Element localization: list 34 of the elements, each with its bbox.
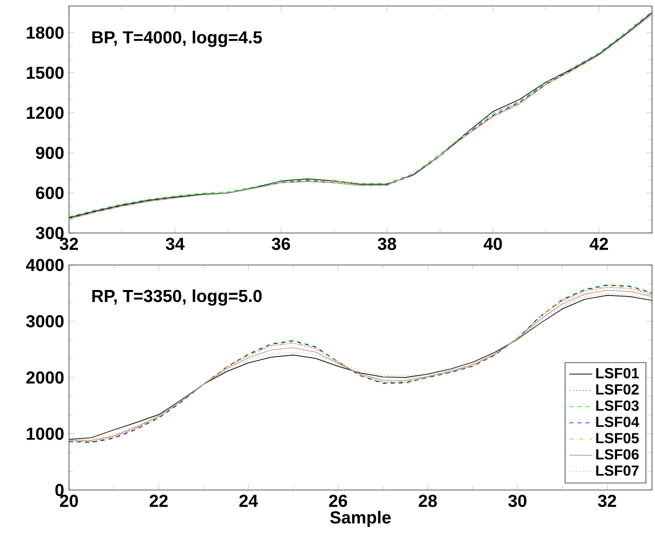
x-axis-title: Sample [330, 510, 391, 527]
y-tick-label: 0 [55, 484, 64, 496]
y-tick-label: 4000 [26, 258, 64, 272]
y-tick-label: 900 [36, 146, 64, 160]
y-tick-label: 3000 [26, 315, 64, 328]
x-tick-label: 24 [239, 494, 258, 507]
text: RP, T=3350, logg=5.0 [92, 289, 262, 306]
legend-label: LSF07 [596, 465, 639, 476]
x-tick-label: 32 [598, 494, 616, 508]
x-tick-label: 36 [272, 238, 290, 250]
y-tick-label: 600 [36, 186, 64, 200]
legend-label: LSF05 [596, 432, 639, 444]
x-tick-label: 42 [590, 238, 608, 250]
text: BP, T=4000, logg=4.5 [92, 30, 262, 47]
x-tick-label: 32 [60, 238, 78, 250]
x-tick-label: 28 [418, 494, 437, 507]
x-tick-label: 38 [378, 238, 396, 250]
y-tick-label: 1000 [26, 428, 64, 440]
y-tick-label: 1200 [26, 106, 64, 119]
y-tick-label: 1500 [26, 66, 64, 79]
y-tick-label: 300 [36, 226, 64, 240]
y-tick-label: 1800 [26, 26, 64, 39]
legend-label: LSF01 [596, 368, 639, 378]
x-tick-label: 40 [484, 238, 502, 250]
x-tick-label: 34 [166, 238, 185, 250]
legend-label: LSF03 [596, 400, 639, 411]
legend-label: LSF06 [596, 449, 639, 460]
y-tick-label: 2000 [26, 371, 64, 384]
legend-label: LSF02 [596, 384, 639, 395]
x-tick-label: 26 [329, 494, 348, 507]
x-tick-label: 20 [60, 494, 78, 507]
legend-label: LSF04 [596, 416, 640, 428]
x-tick-label: 22 [150, 494, 168, 507]
x-tick-label: 30 [508, 494, 526, 508]
